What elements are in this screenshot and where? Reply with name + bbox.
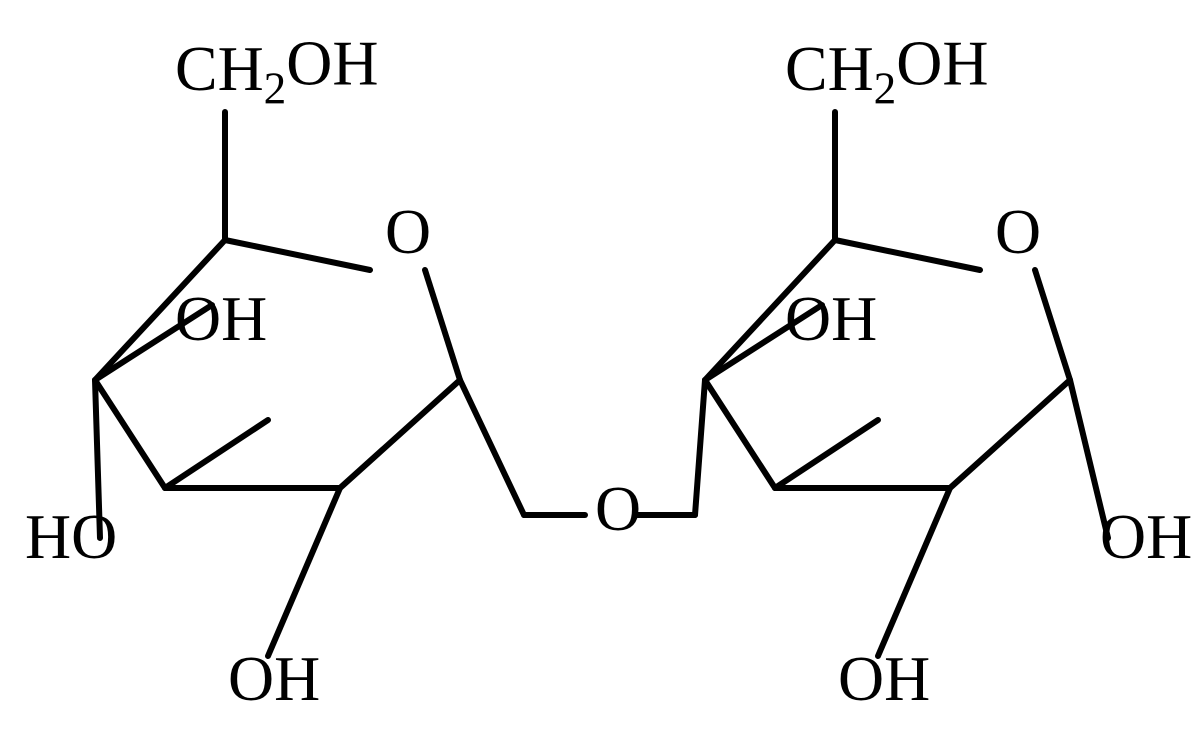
bond	[775, 420, 878, 488]
label-ch2oh_right: CH2OH	[785, 27, 988, 113]
bond	[460, 380, 524, 515]
bond	[878, 488, 950, 656]
label-oh_inner_left: OH	[175, 283, 267, 354]
bond	[835, 240, 980, 270]
molecule-diagram: CH2OH CH2OH O O O OH OH HO OH OH OH	[0, 0, 1200, 756]
bond	[425, 270, 460, 380]
labels-group: CH2OH CH2OH O O O OH OH HO OH OH OH	[25, 27, 1192, 714]
label-ch2oh_left: CH2OH	[175, 27, 378, 113]
bond	[1035, 270, 1070, 380]
bond	[268, 488, 340, 656]
bond	[950, 380, 1070, 488]
label-ring_o_left: O	[385, 196, 431, 267]
bond	[95, 380, 165, 488]
bond	[695, 380, 705, 515]
bond	[340, 380, 460, 488]
bond	[225, 240, 370, 270]
label-oh_right: OH	[1100, 501, 1192, 572]
label-oh_inner_right: OH	[785, 283, 877, 354]
label-oh_bl: OH	[228, 643, 320, 714]
bonds-group	[95, 112, 1108, 656]
label-ho_left: HO	[25, 501, 117, 572]
label-ring_o_right: O	[995, 196, 1041, 267]
label-bridge_o: O	[595, 473, 641, 544]
label-oh_br: OH	[838, 643, 930, 714]
bond	[165, 420, 268, 488]
bond	[705, 380, 775, 488]
